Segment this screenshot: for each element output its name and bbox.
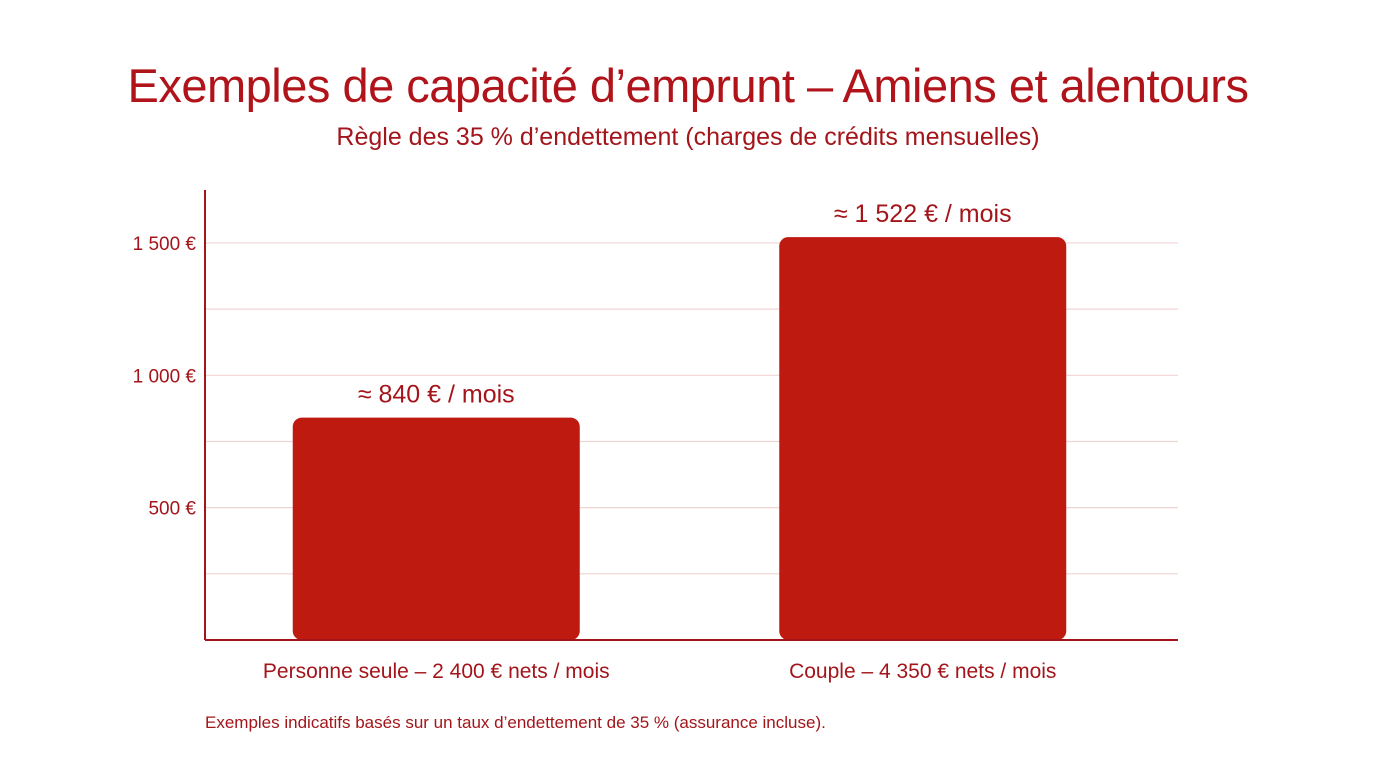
chart-subtitle: Règle des 35 % d’endettement (charges de…: [336, 123, 1040, 151]
y-tick-label: 1 000 €: [133, 366, 197, 387]
y-tick-label: 1 500 €: [133, 234, 197, 255]
chart-title: Exemples de capacité d’emprunt – Amiens …: [127, 59, 1249, 112]
data-label: ≈ 1 522 € / mois: [834, 200, 1012, 228]
bar: [779, 237, 1067, 640]
y-tick-label: 500 €: [148, 499, 196, 520]
x-category-label: Couple – 4 350 € nets / mois: [789, 660, 1056, 683]
x-category-label: Personne seule – 2 400 € nets / mois: [263, 660, 610, 683]
chart-footnote: Exemples indicatifs basés sur un taux d’…: [205, 713, 826, 732]
data-label: ≈ 840 € / mois: [358, 381, 515, 409]
bar: [292, 417, 580, 640]
